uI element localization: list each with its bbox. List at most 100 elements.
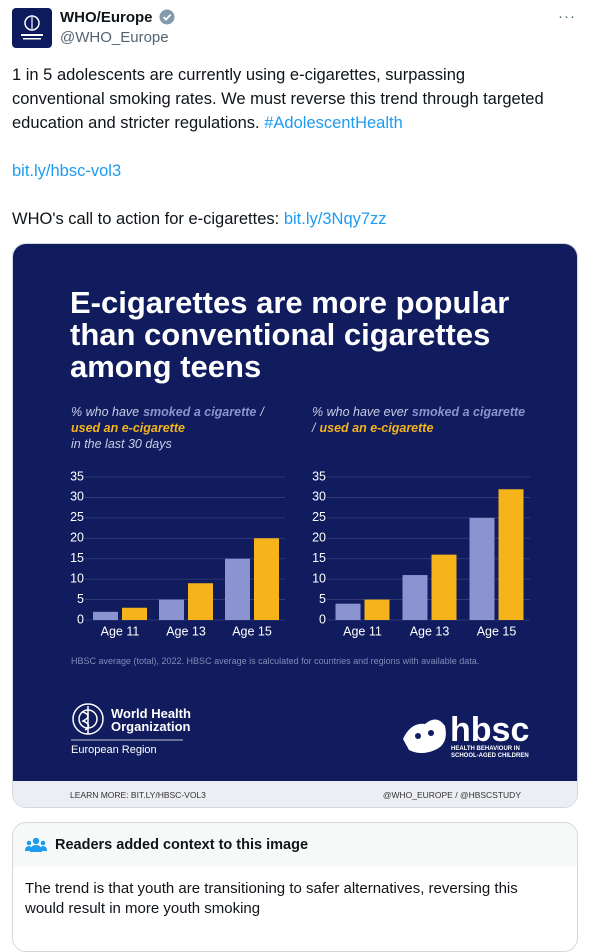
bar — [122, 607, 147, 620]
hbsc-tagline: HEALTH BEHAVIOUR IN — [451, 746, 520, 752]
who-logo-text: Organization — [111, 719, 191, 734]
who-region: European Region — [71, 744, 157, 756]
chart-subtitle: % who have ever smoked a cigarette — [312, 405, 525, 419]
y-tick-label: 20 — [70, 531, 84, 545]
footer-left: LEARN MORE: BIT.LY/HBSC-VOL3 — [70, 790, 206, 800]
chart-subtitle: in the last 30 days — [71, 437, 172, 451]
bar — [469, 517, 495, 620]
people-icon — [25, 837, 47, 852]
bar — [225, 558, 250, 620]
hbsc-icon — [428, 730, 434, 736]
y-tick-label: 30 — [70, 490, 84, 504]
bar — [335, 603, 361, 620]
infographic-title: among teens — [70, 349, 261, 384]
author-handle[interactable]: @WHO_Europe — [60, 29, 169, 46]
bar — [498, 489, 524, 620]
cta-text: WHO's call to action for e-cigarettes: — [12, 210, 280, 228]
icon-part — [30, 845, 42, 852]
icon-part — [26, 840, 32, 846]
spacer — [12, 135, 544, 159]
footnote: HBSC average (total), 2022. HBSC average… — [71, 656, 479, 666]
hbsc-icon — [403, 719, 446, 753]
y-tick-label: 35 — [312, 469, 326, 483]
bar — [402, 575, 428, 620]
badge-circle — [159, 9, 175, 25]
y-tick-label: 35 — [70, 469, 84, 483]
avatar-text-line — [21, 34, 43, 36]
x-tick-label: Age 11 — [101, 624, 140, 638]
verified-badge — [159, 9, 175, 25]
bar — [431, 554, 457, 620]
badge-check — [162, 13, 171, 21]
subtitle-text: / — [259, 405, 265, 419]
y-tick-label: 25 — [312, 510, 326, 524]
avatar-text-line — [23, 38, 41, 40]
x-tick-label: Age 15 — [477, 624, 517, 638]
x-tick-label: Age 11 — [343, 624, 382, 638]
avatar-emblem — [24, 15, 40, 31]
infographic-title: than conventional cigarettes — [70, 317, 490, 352]
legend-entry: smoked a cigarette — [143, 405, 256, 419]
tweet-body: 1 in 5 adolescents are currently using e… — [12, 63, 544, 231]
who-logo-text: World Health — [111, 706, 191, 721]
avatar[interactable] — [12, 8, 52, 48]
community-note: Readers added context to this image The … — [12, 822, 578, 952]
spacer — [12, 183, 544, 207]
legend-entry: used an e-cigarette — [319, 421, 433, 435]
y-tick-label: 25 — [70, 510, 84, 524]
icon-part — [25, 846, 31, 851]
media-card[interactable]: E-cigarettes are more popular than conve… — [12, 243, 578, 808]
link[interactable]: bit.ly/hbsc-vol3 — [12, 162, 122, 180]
subtitle-text: % who have — [71, 405, 139, 419]
icon-part — [32, 837, 40, 845]
author-name[interactable]: WHO/Europe — [60, 9, 175, 26]
subtitle-text: / — [311, 421, 317, 435]
icon-part — [40, 840, 46, 846]
bar — [93, 611, 118, 620]
bar — [188, 583, 213, 620]
body-line: education and stricter regulations. — [12, 114, 260, 132]
icon-part — [41, 846, 47, 851]
chart-subtitle: used an e-cigarette — [71, 421, 185, 435]
y-tick-label: 10 — [70, 571, 84, 585]
more-menu[interactable]: ··· — [558, 8, 576, 25]
who-emblem — [81, 711, 90, 731]
infographic: E-cigarettes are more popular than conve… — [13, 244, 577, 807]
y-tick-label: 5 — [319, 592, 326, 606]
chart-subtitle: / used an e-cigarette — [311, 421, 433, 435]
y-tick-label: 5 — [77, 592, 84, 606]
infographic-title: E-cigarettes are more popular — [70, 285, 509, 320]
legend-entry: used an e-cigarette — [71, 421, 185, 435]
body-line: 1 in 5 adolescents are currently using e… — [12, 66, 466, 84]
subtitle-text: in the last 30 days — [71, 437, 172, 451]
chart-subtitle: % who have smoked a cigarette / — [71, 405, 265, 419]
hbsc-tagline: SCHOOL-AGED CHILDREN — [451, 753, 529, 759]
y-tick-label: 20 — [312, 531, 326, 545]
y-tick-label: 15 — [312, 551, 326, 565]
note-header: Readers added context to this image — [13, 823, 577, 867]
hbsc-logo: hbsc — [450, 711, 529, 749]
bar — [159, 599, 184, 620]
hbsc-icon — [415, 733, 421, 739]
body-line: conventional smoking rates. We must reve… — [12, 90, 544, 108]
y-tick-label: 10 — [312, 571, 326, 585]
note-text: The trend is that youth are transitionin… — [25, 880, 518, 917]
x-tick-label: Age 15 — [232, 624, 272, 638]
hashtag[interactable]: #AdolescentHealth — [264, 114, 403, 132]
y-tick-label: 0 — [77, 612, 84, 626]
note-title: Readers added context to this image — [55, 837, 309, 853]
author-name-text[interactable]: WHO/Europe — [60, 9, 153, 26]
y-tick-label: 30 — [312, 490, 326, 504]
footer-bg — [13, 781, 577, 807]
cta-link[interactable]: bit.ly/3Nqy7zz — [283, 210, 387, 228]
x-tick-label: Age 13 — [166, 624, 206, 638]
cta-line: WHO's call to action for e-cigarettes: b… — [12, 207, 544, 231]
subtitle-text: % who have ever — [312, 405, 409, 419]
x-tick-label: Age 13 — [410, 624, 450, 638]
y-tick-label: 0 — [319, 612, 326, 626]
footer-right: @WHO_EUROPE / @HBSCSTUDY — [383, 790, 521, 800]
y-tick-label: 15 — [70, 551, 84, 565]
legend-entry: smoked a cigarette — [412, 405, 525, 419]
bar — [254, 538, 279, 620]
